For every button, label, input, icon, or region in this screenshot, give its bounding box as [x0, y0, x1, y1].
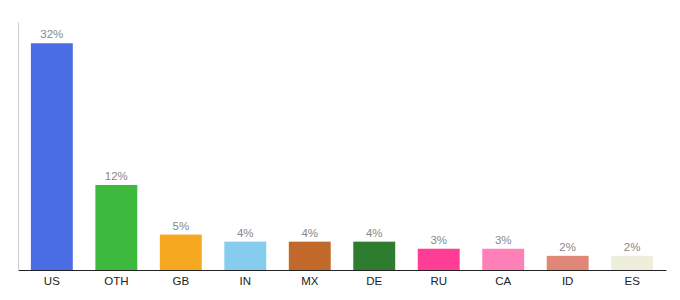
bar: [95, 185, 137, 270]
bar: [547, 256, 589, 270]
x-tick-label: IN: [240, 275, 252, 287]
x-tick-label: GB: [172, 275, 189, 287]
bar: [611, 256, 653, 270]
data-label: 5%: [172, 220, 189, 232]
data-label: 4%: [366, 227, 383, 239]
data-label: 3%: [495, 234, 512, 246]
data-label: 2%: [559, 241, 576, 253]
x-axis-line: [19, 270, 667, 271]
data-label: 4%: [237, 227, 254, 239]
x-tick: RU: [430, 270, 447, 287]
data-label: 3%: [430, 234, 447, 246]
x-tick-label: ES: [624, 275, 640, 287]
bar: [224, 242, 266, 270]
x-tick: GB: [172, 270, 189, 287]
y-axis-line: [18, 23, 19, 271]
x-tick: DE: [366, 270, 382, 287]
bar: [289, 242, 331, 270]
bar: [482, 249, 524, 270]
chart: US OTH GB IN MX DE RU CA ID ES 32% 12% 5% 4% 4% 4% 3% 3% 2…: [0, 0, 680, 300]
data-label: 32%: [40, 28, 63, 40]
plot: US OTH GB IN MX DE RU CA ID ES 32% 12% 5% 4% 4% 4% 3% 3% 2…: [19, 23, 667, 288]
x-tick: ID: [562, 270, 574, 287]
data-label: 4%: [301, 227, 318, 239]
x-tick-label: DE: [366, 275, 382, 287]
x-tick: US: [44, 270, 60, 287]
x-tick-label: MX: [301, 275, 319, 287]
bar: [31, 43, 73, 270]
x-tick: MX: [301, 270, 319, 287]
bar: [418, 249, 460, 270]
data-labels: 32% 12% 5% 4% 4% 4% 3% 3% 2% 2%: [40, 28, 640, 253]
x-tick: CA: [495, 270, 511, 287]
x-tick-label: CA: [495, 275, 511, 287]
bar: [160, 235, 202, 270]
x-tick-label: US: [44, 275, 60, 287]
bar: [353, 242, 395, 270]
x-tick-label: RU: [430, 275, 447, 287]
data-label: 12%: [105, 170, 128, 182]
x-tick-label: ID: [562, 275, 574, 287]
x-tick-label: OTH: [104, 275, 128, 287]
x-tick: OTH: [104, 270, 128, 287]
data-label: 2%: [624, 241, 641, 253]
bars: [31, 43, 653, 270]
x-tick: ES: [624, 270, 640, 287]
y-axis: [18, 23, 19, 271]
x-axis: US OTH GB IN MX DE RU CA ID ES: [19, 270, 667, 287]
x-tick: IN: [240, 270, 252, 287]
